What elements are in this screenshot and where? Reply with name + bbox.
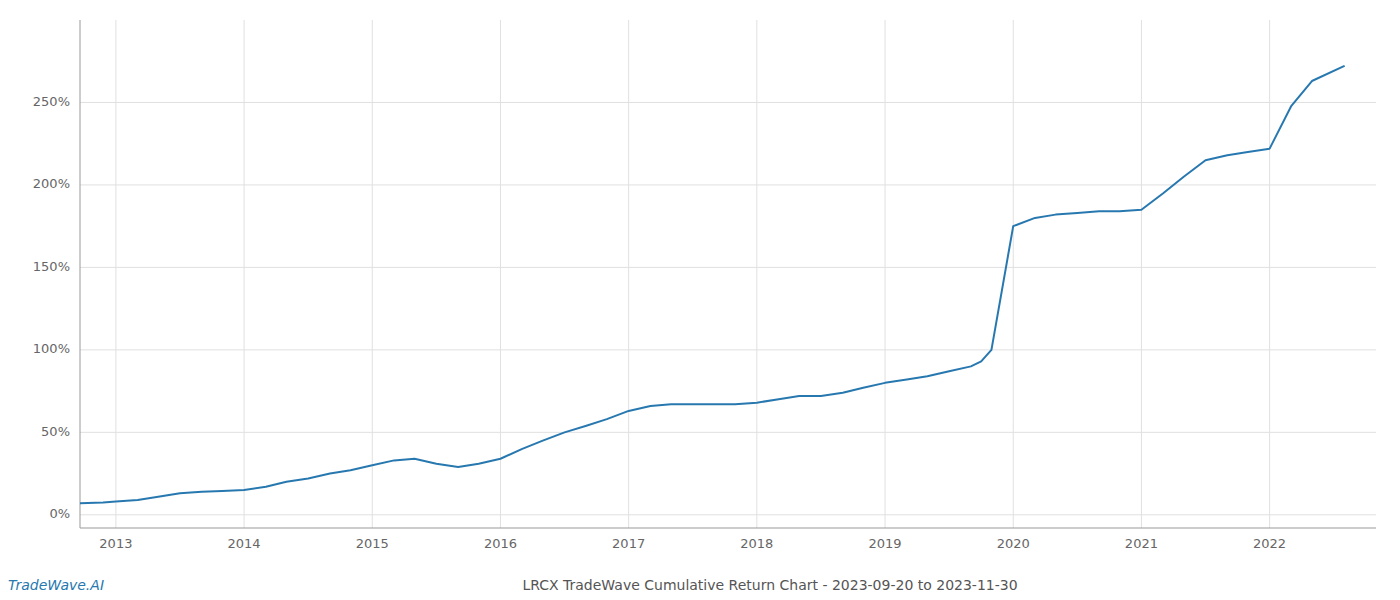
x-grid-line xyxy=(372,20,373,528)
background xyxy=(0,0,1400,600)
chart: 0% 50% 100% 150% 200% 250% 2013 2014 2015 2016 201… xyxy=(0,0,1400,600)
watermark: TradeWave.AI xyxy=(8,577,104,593)
axes: 0% 50% 100% 150% 200% 250% 2013 2014 2015 2016 201… xyxy=(33,20,1376,551)
y-tick-label: 150% xyxy=(33,259,70,274)
y-grid-line xyxy=(80,349,1376,350)
x-axis-line xyxy=(80,528,1376,529)
y-grid-line xyxy=(80,432,1376,433)
y-tick-label: 250% xyxy=(33,94,70,109)
y-tick-label: 200% xyxy=(33,176,70,191)
x-grid-line xyxy=(885,20,886,528)
y-grid-line xyxy=(80,184,1376,185)
y-grid-line xyxy=(80,102,1376,103)
x-tick-label: 2022 xyxy=(1253,536,1286,551)
plot-area xyxy=(80,66,1344,503)
line xyxy=(80,66,1344,503)
x-grid-line xyxy=(1269,20,1270,528)
grid xyxy=(80,20,1376,528)
x-tick-label: 2020 xyxy=(997,536,1030,551)
y-tick-label: 100% xyxy=(33,341,70,356)
x-tick-label: 2017 xyxy=(612,536,645,551)
x-grid-line xyxy=(756,20,757,528)
y-grid-line xyxy=(80,267,1376,268)
y-tick-label: 0% xyxy=(49,506,70,521)
y-axis-line xyxy=(80,20,81,528)
x-tick-label: 2018 xyxy=(740,536,773,551)
x-grid-line xyxy=(628,20,629,528)
x-grid-line xyxy=(500,20,501,528)
x-tick-label: 2019 xyxy=(868,536,901,551)
x-grid-line xyxy=(1013,20,1014,528)
x-grid-line xyxy=(1141,20,1142,528)
x-tick-label: 2021 xyxy=(1125,536,1158,551)
x-grid-line xyxy=(244,20,245,528)
y-grid-line xyxy=(80,514,1376,515)
y-tick-label: 50% xyxy=(41,424,70,439)
title: LRCX TradeWave Cumulative Return Chart -… xyxy=(522,577,1017,593)
x-tick-label: 2013 xyxy=(99,536,132,551)
x-tick-label: 2014 xyxy=(228,536,261,551)
x-tick-label: 2016 xyxy=(484,536,517,551)
x-grid-line xyxy=(115,20,116,528)
x-tick-label: 2015 xyxy=(356,536,389,551)
